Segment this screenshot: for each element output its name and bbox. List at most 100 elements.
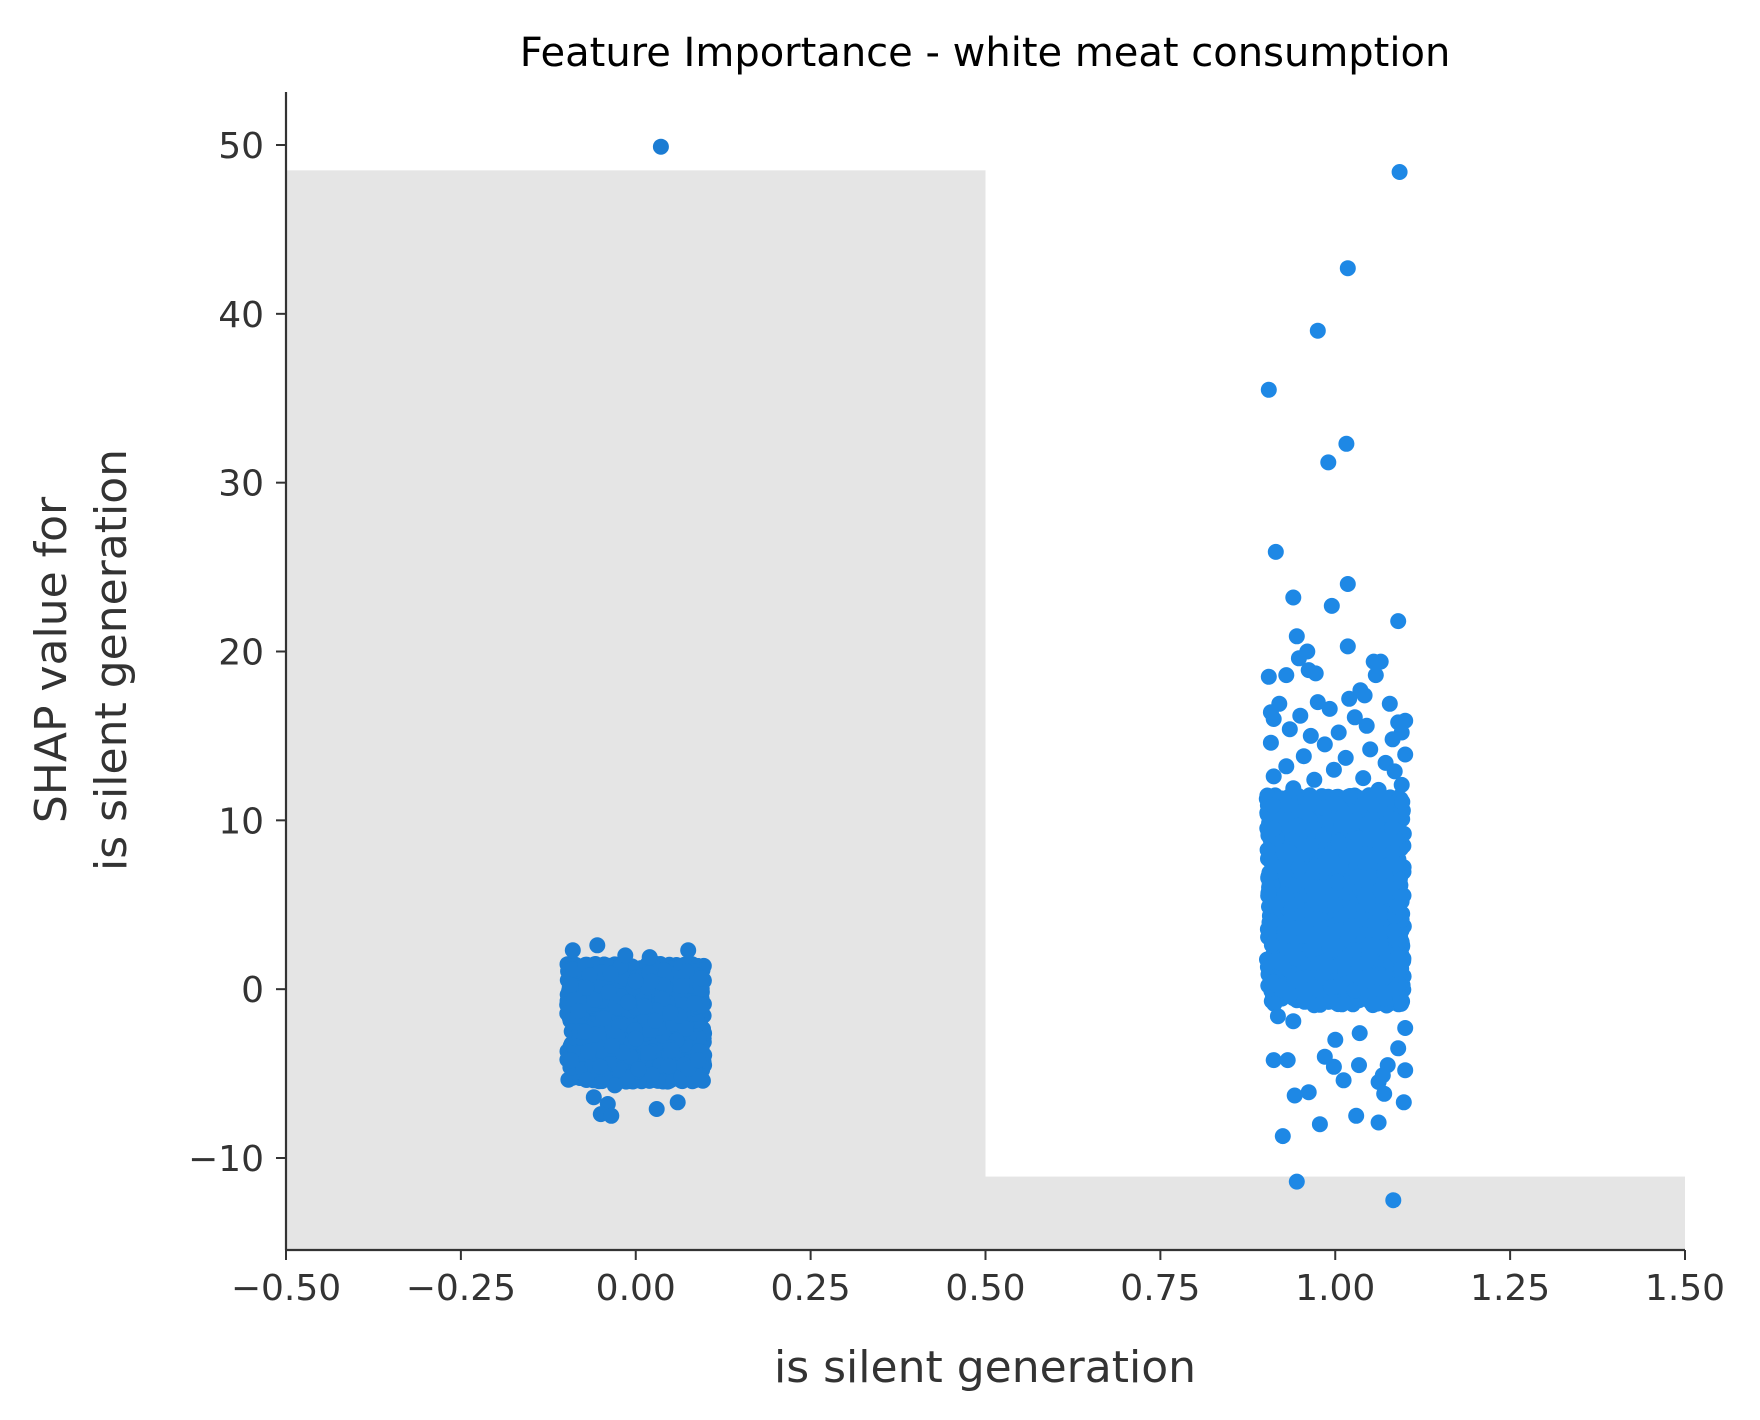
cluster-point <box>1312 996 1328 1013</box>
cluster-point <box>595 1010 612 1027</box>
data-point <box>1290 650 1307 667</box>
data-point <box>1386 763 1403 780</box>
data-point <box>1351 1057 1367 1074</box>
data-point <box>1288 1173 1305 1190</box>
cluster-point <box>1371 903 1388 919</box>
data-point <box>1307 665 1324 682</box>
cluster-point <box>578 1071 595 1088</box>
data-point <box>1262 734 1279 751</box>
cluster-point <box>692 970 709 987</box>
data-points-layer <box>559 138 1414 1209</box>
cluster-point <box>586 991 603 1008</box>
y-tick-label: 10 <box>218 801 264 842</box>
cluster-point <box>660 1058 677 1075</box>
cluster-point <box>663 1042 680 1059</box>
y-tick-label: 50 <box>218 126 264 167</box>
cluster-point <box>592 1058 609 1075</box>
cluster-point <box>647 1012 664 1029</box>
data-point <box>1265 1052 1282 1069</box>
data-point <box>1260 668 1277 685</box>
x-tick-label: 1.00 <box>1295 1268 1375 1309</box>
cluster-point <box>1334 996 1350 1013</box>
data-point <box>1278 667 1295 684</box>
data-point <box>680 942 697 959</box>
x-tick-label: 0.75 <box>1120 1268 1200 1309</box>
data-point <box>1325 761 1342 778</box>
cluster-point <box>600 984 617 1000</box>
data-point <box>1325 1058 1342 1075</box>
x-tick-label: 1.50 <box>1645 1268 1725 1309</box>
cluster-point <box>603 1037 620 1054</box>
data-point <box>1384 731 1401 748</box>
cluster-point <box>1308 910 1325 927</box>
data-point <box>1309 694 1326 711</box>
cluster-point <box>1352 970 1369 987</box>
cluster-point <box>1307 858 1324 875</box>
cluster-point <box>1386 981 1403 998</box>
cluster-point <box>563 1052 580 1069</box>
cluster-point <box>673 978 690 994</box>
data-point <box>1395 1094 1412 1111</box>
data-point <box>1316 736 1333 753</box>
x-tick-label: −0.50 <box>231 1268 341 1309</box>
data-point <box>1397 1020 1414 1036</box>
cluster-point <box>1372 939 1389 956</box>
cluster-point <box>581 967 598 984</box>
data-point <box>606 1077 623 1094</box>
data-point <box>1339 576 1356 592</box>
cluster-point <box>578 979 595 996</box>
data-point <box>1285 780 1302 797</box>
cluster-point <box>1263 913 1280 930</box>
cluster-point <box>636 998 653 1015</box>
y-axis-label-line-1: SHAP value for <box>26 496 77 823</box>
data-point <box>1267 543 1284 560</box>
cluster-point <box>1260 883 1277 900</box>
data-point <box>1330 724 1347 741</box>
cluster-point <box>627 973 644 990</box>
cluster-point <box>1385 923 1402 940</box>
data-point <box>1346 709 1363 726</box>
cluster-point <box>1291 970 1308 987</box>
y-tick-label: 0 <box>241 970 264 1011</box>
y-tick-label: −10 <box>188 1139 264 1180</box>
cluster-point <box>1331 834 1348 851</box>
data-point <box>1309 322 1326 339</box>
cluster-point <box>1298 872 1315 889</box>
data-point <box>1367 667 1384 684</box>
cluster-point <box>577 1023 594 1040</box>
cluster-point <box>1322 845 1339 862</box>
data-point <box>1278 758 1295 775</box>
data-point <box>1362 741 1379 758</box>
data-point <box>1300 1084 1317 1101</box>
data-point <box>1335 1072 1352 1089</box>
data-point <box>1286 1087 1303 1104</box>
cluster-point <box>627 1030 644 1047</box>
data-point <box>1370 781 1387 798</box>
cluster-point <box>1276 886 1293 903</box>
data-point <box>1302 727 1319 744</box>
data-point <box>1338 435 1355 452</box>
cluster-point <box>1263 937 1280 954</box>
cluster-point <box>1266 995 1283 1012</box>
data-point <box>1320 454 1337 471</box>
cluster-point <box>1384 843 1401 860</box>
data-point <box>1269 1008 1286 1025</box>
cluster-point <box>602 965 619 982</box>
data-point <box>617 947 634 964</box>
cluster-point <box>570 1003 587 1019</box>
cluster-point <box>643 973 660 990</box>
data-point <box>585 1089 602 1106</box>
cluster-point <box>580 1043 597 1060</box>
data-point <box>1265 768 1282 785</box>
cluster-point <box>1274 858 1291 875</box>
data-point <box>1390 1040 1407 1057</box>
cluster-point <box>1280 797 1297 814</box>
cluster-point <box>1315 878 1332 895</box>
data-point <box>1274 1128 1291 1145</box>
cluster-point <box>1394 793 1411 810</box>
cluster-point <box>620 994 637 1011</box>
data-point <box>1341 690 1358 707</box>
data-point <box>1265 711 1282 727</box>
y-axis-label-line-2: is silent generation <box>86 449 137 871</box>
cluster-point <box>1384 819 1401 836</box>
